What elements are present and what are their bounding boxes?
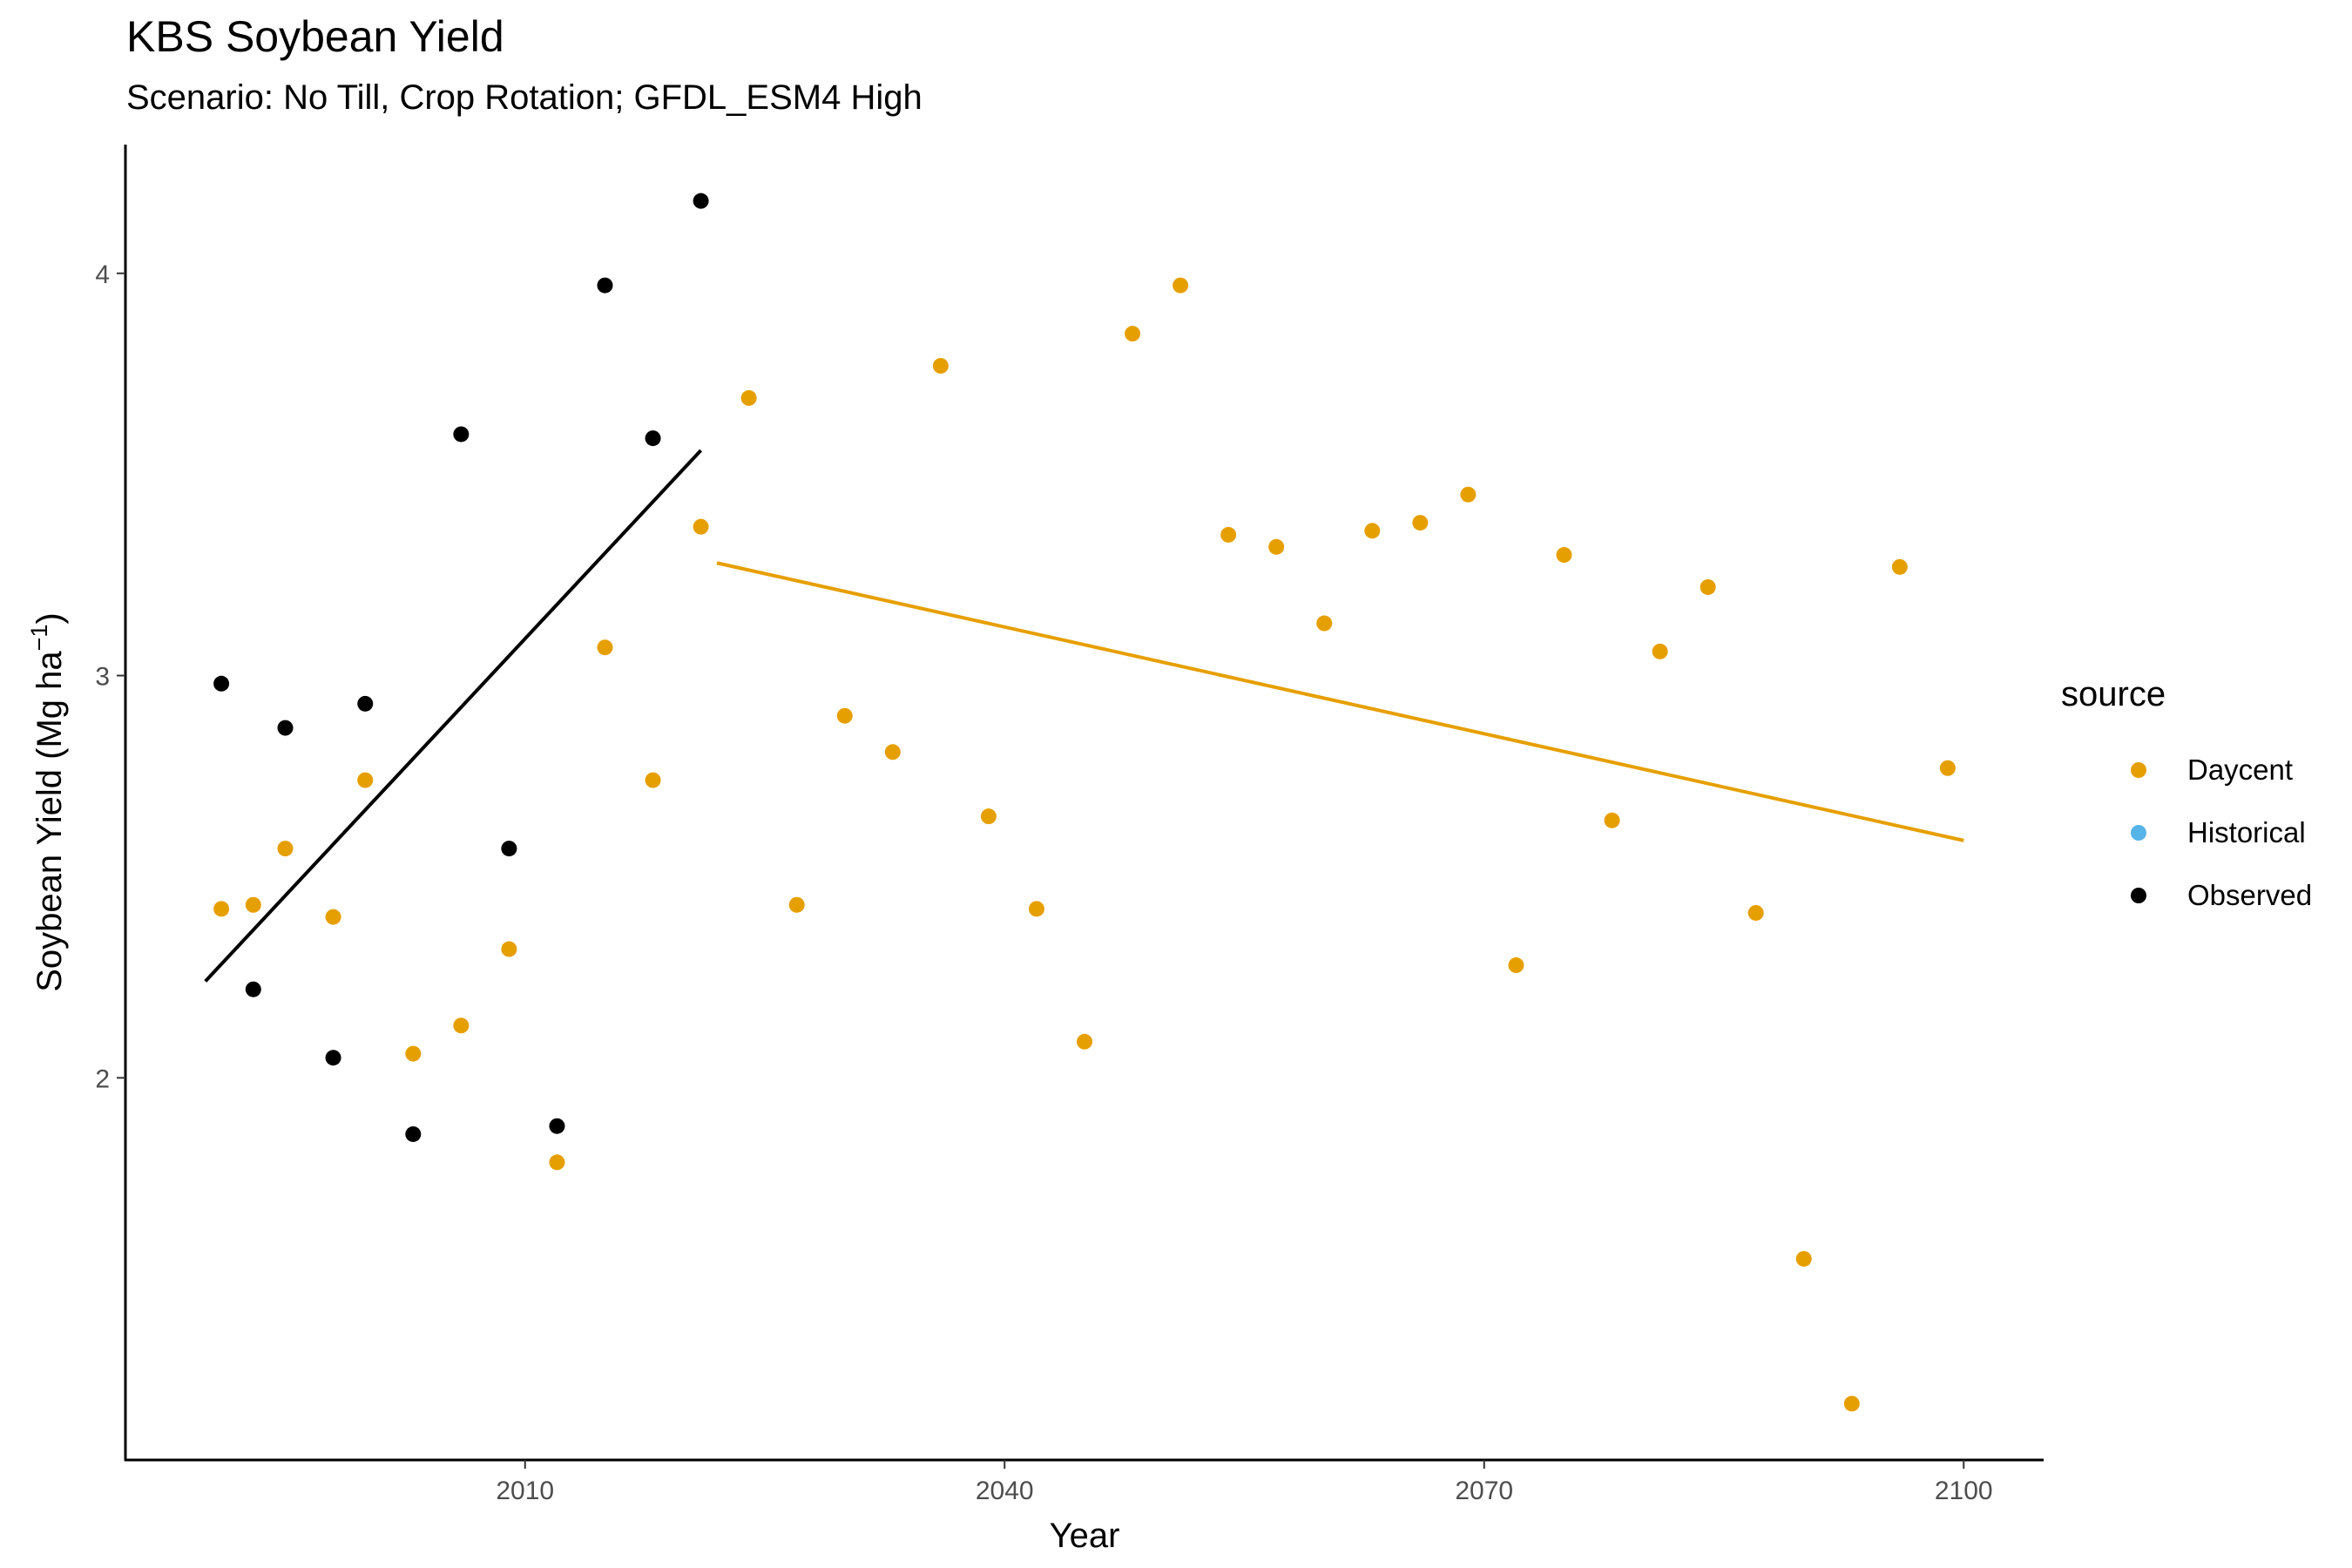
point-daycent [740, 389, 757, 406]
point-daycent [597, 639, 613, 656]
point-daycent [1412, 515, 1429, 531]
point-observed [501, 841, 517, 857]
point-daycent [1077, 1033, 1092, 1050]
legend-label-daycent: Daycent [2187, 754, 2294, 786]
point-daycent [788, 896, 805, 913]
x-axis-title: Year [1050, 1517, 1120, 1555]
point-daycent [1173, 277, 1189, 294]
x-tick-label: 2040 [976, 1477, 1034, 1505]
point-daycent [1795, 1251, 1812, 1267]
y-tick-label: 4 [95, 260, 110, 289]
point-daycent [1316, 615, 1333, 632]
legend: source Daycent Historical Observed [2061, 672, 2312, 911]
point-observed [213, 675, 230, 692]
y-axis-title-superscript: −1 [26, 625, 52, 652]
point-daycent [277, 841, 294, 857]
point-daycent [453, 1017, 470, 1034]
point-daycent [1747, 904, 1764, 921]
point-daycent [1364, 523, 1381, 539]
point-daycent [325, 909, 341, 925]
point-daycent [1460, 486, 1477, 503]
legend-key-daycent [2131, 762, 2146, 778]
y-axis-title-end: ) [30, 612, 69, 624]
legend-label-observed: Observed [2187, 879, 2313, 911]
point-daycent [405, 1045, 422, 1062]
legend-title: source [2061, 675, 2166, 713]
point-daycent [884, 744, 901, 760]
x-tick-label: 2070 [1455, 1477, 1513, 1505]
point-observed [453, 426, 470, 443]
y-axis-title-main: Soybean Yield (Mg ha [30, 651, 69, 992]
point-daycent [549, 1154, 565, 1171]
trend-line-daycent [716, 561, 1964, 842]
point-daycent [213, 901, 230, 917]
legend-item-historical: Historical [2061, 807, 2349, 859]
point-daycent [1508, 957, 1524, 974]
point-observed [277, 720, 294, 736]
legend-item-observed: Observed [2061, 869, 2349, 922]
point-observed [597, 277, 613, 294]
x-tick-label: 2010 [496, 1477, 554, 1505]
point-daycent [501, 941, 517, 957]
legend-label-historical: Historical [2187, 816, 2306, 848]
point-daycent [1268, 538, 1285, 555]
point-daycent [1652, 643, 1668, 659]
point-observed [245, 981, 261, 997]
point-daycent [1125, 326, 1141, 342]
point-daycent [1891, 558, 1908, 575]
chart-title: KBS Soybean Yield [126, 12, 504, 61]
trend-line-observed [204, 449, 703, 983]
point-daycent [693, 518, 709, 535]
legend-key-historical [2131, 825, 2146, 841]
y-axis-title: Soybean Yield (Mg ha−1) [26, 612, 69, 992]
point-observed [405, 1125, 422, 1142]
point-observed [549, 1118, 565, 1134]
point-daycent [645, 772, 661, 788]
point-daycent [1939, 760, 1956, 776]
point-daycent [1556, 547, 1572, 564]
point-daycent [1220, 526, 1237, 543]
point-daycent [1028, 901, 1044, 917]
point-observed [645, 430, 661, 447]
point-observed [357, 695, 374, 712]
point-daycent [357, 772, 374, 788]
point-daycent [932, 357, 949, 374]
point-observed [325, 1050, 341, 1066]
x-tick-label: 2100 [1935, 1477, 1993, 1505]
chart-subtitle: Scenario: No Till, Crop Rotation; GFDL_E… [126, 78, 923, 117]
point-daycent [1604, 812, 1620, 828]
point-daycent [980, 808, 997, 825]
point-daycent [1700, 578, 1716, 595]
legend-key-observed [2131, 888, 2146, 903]
point-daycent [836, 707, 853, 724]
y-tick-label: 3 [95, 663, 110, 692]
legend-item-daycent: Daycent [2061, 744, 2349, 796]
y-tick-label: 2 [95, 1064, 110, 1093]
point-daycent [245, 896, 261, 913]
point-daycent [1843, 1396, 1860, 1412]
point-observed [693, 193, 709, 209]
